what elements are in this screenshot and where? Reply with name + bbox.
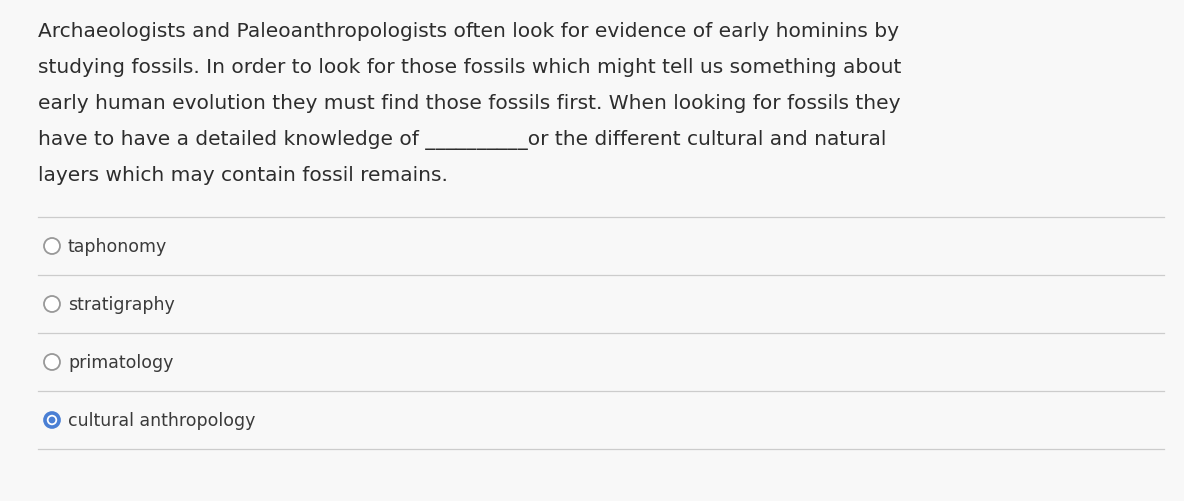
Text: studying fossils. In order to look for those fossils which might tell us somethi: studying fossils. In order to look for t… [38, 58, 901, 77]
Text: primatology: primatology [67, 353, 173, 371]
Ellipse shape [44, 354, 60, 370]
Text: layers which may contain fossil remains.: layers which may contain fossil remains. [38, 166, 448, 185]
Ellipse shape [44, 238, 60, 255]
Text: Archaeologists and Paleoanthropologists often look for evidence of early hominin: Archaeologists and Paleoanthropologists … [38, 22, 899, 41]
Text: cultural anthropology: cultural anthropology [67, 411, 256, 429]
Ellipse shape [49, 417, 56, 423]
Text: early human evolution they must find those fossils first. When looking for fossi: early human evolution they must find tho… [38, 94, 901, 113]
Ellipse shape [44, 297, 60, 313]
Ellipse shape [44, 412, 60, 428]
Text: stratigraphy: stratigraphy [67, 296, 175, 313]
Text: taphonomy: taphonomy [67, 237, 167, 256]
Ellipse shape [47, 415, 57, 425]
Text: have to have a detailed knowledge of __________or the different cultural and nat: have to have a detailed knowledge of ___… [38, 130, 887, 150]
